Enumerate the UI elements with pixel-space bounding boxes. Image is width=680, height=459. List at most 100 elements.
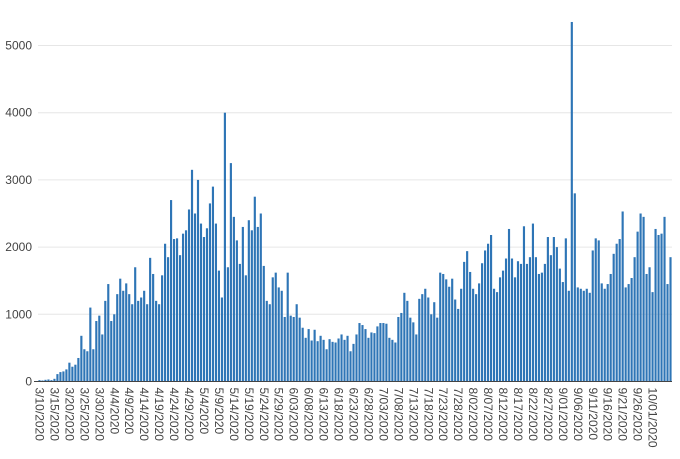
bar [286, 272, 289, 382]
bar [582, 290, 585, 382]
bar [98, 315, 101, 382]
bar [38, 380, 41, 382]
bar [208, 203, 212, 382]
x-tick-label: 4/4/2020 [107, 388, 121, 435]
x-tick-labels: 3/10/2020 3/15/2020 3/20/2020 3/25/2020 3/30… [33, 388, 660, 448]
bar [259, 213, 262, 382]
bar [394, 342, 397, 382]
bar [606, 284, 609, 382]
bar [214, 223, 218, 382]
x-tick-label: 5/14/2020 [227, 388, 241, 442]
bar [262, 265, 265, 382]
bar [534, 257, 537, 382]
bar [382, 323, 385, 382]
bar [232, 216, 235, 382]
bar [385, 323, 388, 382]
x-tick-label: 3/20/2020 [62, 388, 76, 442]
bar [250, 230, 253, 382]
bar [591, 250, 594, 382]
bar [310, 340, 313, 382]
x-tick-label: 3/30/2020 [92, 388, 106, 442]
bar [481, 263, 484, 382]
bar [50, 380, 53, 382]
bar [181, 233, 185, 382]
bar [409, 317, 412, 382]
bar [253, 196, 256, 382]
bar [376, 326, 379, 382]
bar [349, 351, 352, 382]
bar [319, 335, 322, 382]
bar [442, 273, 445, 382]
x-tick-label: 5/24/2020 [257, 388, 271, 442]
bar [588, 292, 591, 382]
bar [44, 379, 47, 382]
bar [379, 323, 382, 382]
bar [137, 300, 140, 382]
bar [131, 304, 134, 382]
bar [657, 235, 660, 382]
bar [364, 329, 367, 382]
bar [220, 297, 223, 382]
bar [187, 209, 191, 382]
bar [433, 302, 436, 382]
bar [543, 263, 546, 382]
bar [122, 290, 125, 382]
bar [373, 333, 376, 382]
bar [155, 300, 158, 382]
bar [128, 294, 131, 382]
bar [498, 277, 502, 382]
x-tick-label: 4/19/2020 [152, 388, 166, 442]
x-tick-label: 6/18/2020 [332, 388, 346, 442]
bar [211, 186, 215, 382]
y-tick-label: 2000 [5, 240, 32, 254]
bar [475, 294, 478, 382]
x-tick-label: 4/24/2020 [167, 388, 181, 442]
x-tick-label: 9/01/2020 [556, 388, 570, 442]
x-tick-label: 3/15/2020 [47, 388, 61, 442]
bar [241, 226, 244, 382]
bar [304, 337, 307, 382]
bar [190, 169, 194, 382]
x-tick-label: 8/17/2020 [511, 388, 525, 442]
x-tick-label: 7/23/2020 [436, 388, 450, 442]
bar [561, 282, 564, 382]
bar [184, 230, 188, 382]
bar [546, 237, 549, 382]
bar [337, 338, 340, 382]
bar [370, 332, 373, 382]
bar [301, 327, 304, 382]
bar [492, 288, 496, 382]
x-tick-label: 4/9/2020 [122, 388, 136, 435]
bar [271, 277, 274, 382]
bar [415, 334, 418, 382]
bar [161, 275, 164, 382]
bar [555, 247, 558, 382]
bar [651, 292, 654, 382]
bar [618, 239, 621, 382]
bar [624, 287, 627, 382]
bar [295, 304, 298, 382]
y-tick-labels: 0 1000 2000 3000 4000 5000 [5, 39, 32, 389]
x-tick-label: 7/13/2020 [406, 388, 420, 442]
bar [107, 284, 110, 382]
bar [334, 342, 337, 382]
bar [355, 334, 358, 382]
y-tick-label: 0 [25, 375, 32, 389]
bar [594, 238, 597, 382]
x-tick-label: 5/4/2020 [197, 388, 211, 435]
bar [519, 263, 523, 382]
bar [454, 299, 457, 382]
bar [77, 357, 80, 382]
bar [134, 267, 137, 382]
bar [95, 321, 98, 382]
bar [340, 334, 343, 382]
bar [217, 270, 220, 382]
bar [421, 294, 424, 382]
grid-lines [38, 45, 672, 315]
bar [74, 364, 77, 382]
bar [170, 200, 173, 382]
bar [430, 314, 433, 382]
bar [639, 213, 642, 382]
